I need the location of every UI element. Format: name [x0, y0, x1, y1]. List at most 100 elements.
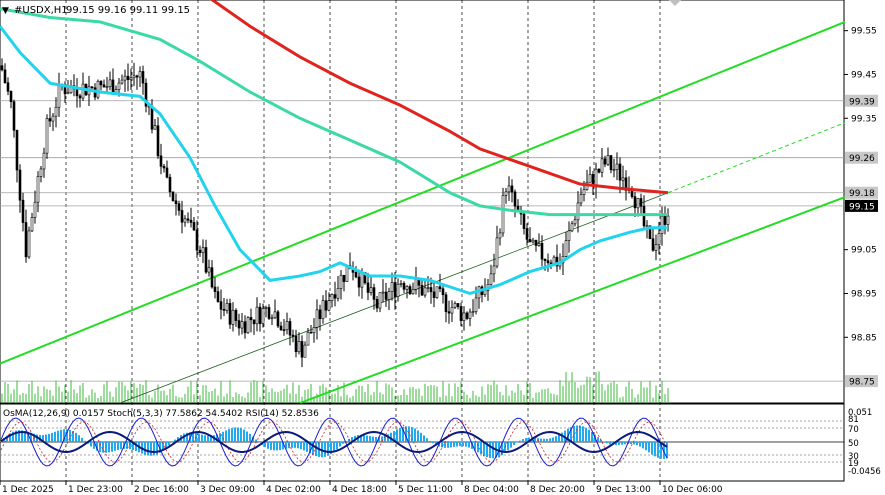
- indicator-panel-frame: [0, 403, 845, 482]
- candle-body: [63, 86, 67, 95]
- candle-body: [468, 311, 472, 319]
- candle-body: [42, 152, 46, 170]
- time-axis: 1 Dec 2025 1 Dec 23:00 2 Dec 16:00 3 Dec 09…: [0, 481, 723, 495]
- candle-body: [126, 75, 130, 80]
- candle-body: [261, 308, 265, 324]
- candle-body: [219, 301, 223, 310]
- candle-body: [228, 303, 232, 325]
- candle-body: [408, 286, 412, 294]
- candle-body: [588, 174, 592, 183]
- candle-body: [258, 306, 262, 324]
- candle-body: [324, 300, 328, 311]
- candle-body: [162, 166, 166, 169]
- candle-body: [534, 239, 538, 246]
- indicator-scale-label: 50: [848, 439, 859, 449]
- candle-body: [498, 232, 502, 239]
- candle-body: [636, 198, 640, 209]
- candle-body: [246, 317, 250, 334]
- candle-body: [255, 306, 259, 325]
- candle-body: [507, 185, 511, 193]
- candle-body: [462, 312, 466, 321]
- candle-body: [453, 303, 457, 308]
- candle-body: [189, 219, 193, 223]
- candle-body: [309, 331, 313, 334]
- candle-body: [483, 290, 487, 296]
- candle-body: [177, 203, 181, 211]
- candle-body: [651, 238, 655, 251]
- candle-body: [3, 69, 7, 84]
- candle-body: [99, 80, 103, 86]
- candle-body: [30, 217, 34, 232]
- candle-body: [111, 79, 115, 94]
- candle-body: [45, 118, 49, 154]
- candle-body: [96, 80, 100, 98]
- candle-body: [48, 118, 52, 122]
- candle-body: [90, 86, 94, 89]
- candle-body: [318, 309, 322, 320]
- indicator-label: OsMA(12,26,9) 0.0157 Stoch(5,3,3) 77.586…: [3, 409, 319, 419]
- price-tag-label: 99.39: [849, 97, 875, 107]
- candle-body: [390, 282, 394, 292]
- candle-body: [159, 155, 163, 167]
- candle-body: [504, 191, 508, 196]
- moving-average-line: [0, 7, 668, 217]
- candle-body: [330, 294, 334, 301]
- x-tick-label: 5 Dec 11:00: [398, 485, 453, 495]
- trend-channel-lines: [0, 20, 846, 404]
- candle-body: [525, 228, 529, 240]
- candle-body: [573, 219, 577, 225]
- candle-body: [279, 325, 283, 331]
- candle-body: [129, 77, 133, 80]
- candle-body: [615, 163, 619, 170]
- candle-body: [135, 75, 139, 78]
- candle-body: [6, 82, 10, 92]
- chart-header: ▼ #USDX,H1 99.15 99.16 99.11 99.15: [2, 5, 190, 16]
- channel-line: [0, 20, 846, 365]
- candle-body: [621, 177, 625, 181]
- x-tick-label: 2 Dec 16:00: [134, 485, 189, 495]
- candle-body: [243, 321, 247, 334]
- x-tick-label: 9 Dec 13:00: [596, 485, 651, 495]
- candle-body: [609, 155, 613, 171]
- stoch-signal-line: [0, 421, 668, 463]
- stoch-main-line: [0, 417, 668, 467]
- candle-body: [489, 273, 493, 285]
- candle-body: [300, 341, 304, 358]
- candle-body: [396, 283, 400, 297]
- candle-body: [369, 287, 373, 293]
- moving-averages: [0, 0, 669, 296]
- price-tags: 99.39 99.26 99.18 99.15 98.75: [845, 94, 878, 388]
- candle-body: [237, 320, 241, 329]
- candle-body: [102, 84, 106, 88]
- candle-body: [33, 201, 37, 218]
- candle-body: [375, 299, 379, 309]
- candle-body: [57, 83, 61, 108]
- candle-body: [606, 155, 610, 165]
- candle-body: [360, 271, 364, 288]
- candle-body: [282, 329, 286, 332]
- candle-body: [9, 91, 13, 102]
- candle-body: [597, 168, 601, 173]
- y-tick-label: 99.45: [851, 70, 877, 80]
- candle-body: [123, 75, 127, 81]
- candle-body: [27, 230, 31, 258]
- candle-body: [444, 294, 448, 313]
- candle-body: [15, 129, 19, 171]
- chart-shift-marker-icon[interactable]: [669, 0, 681, 6]
- candle-body: [345, 265, 349, 282]
- candle-body: [372, 287, 376, 300]
- candle-body: [579, 194, 583, 204]
- candle-body: [303, 344, 307, 358]
- indicator-scale-label: 30: [848, 452, 859, 462]
- candle-body: [234, 309, 238, 321]
- candle-body: [540, 243, 544, 260]
- candle-body: [183, 218, 187, 223]
- candle-body: [291, 334, 295, 337]
- candle-body: [399, 283, 403, 285]
- candle-body: [405, 286, 409, 290]
- candle-body: [312, 327, 316, 333]
- x-tick-label: 1 Dec 23:00: [68, 485, 123, 495]
- candle-body: [564, 240, 568, 257]
- indicator-scale-label: 81: [848, 415, 859, 425]
